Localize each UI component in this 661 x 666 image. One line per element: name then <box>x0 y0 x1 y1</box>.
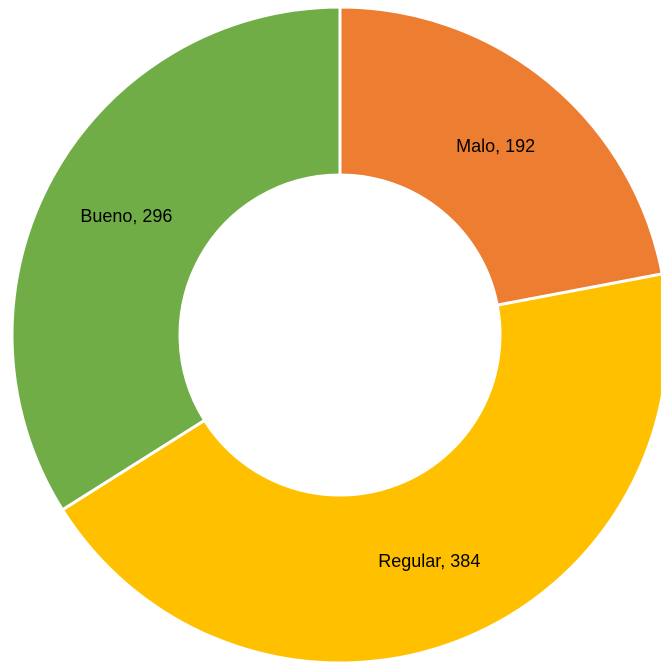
donut-slice: Regular <box>60 272 661 665</box>
donut-slice: Malo <box>338 5 661 307</box>
data-label: Malo, 192 <box>456 136 535 156</box>
data-label: Bueno, 296 <box>80 206 172 226</box>
data-label: Regular, 384 <box>378 551 480 571</box>
donut-slice: Bueno <box>10 5 342 512</box>
